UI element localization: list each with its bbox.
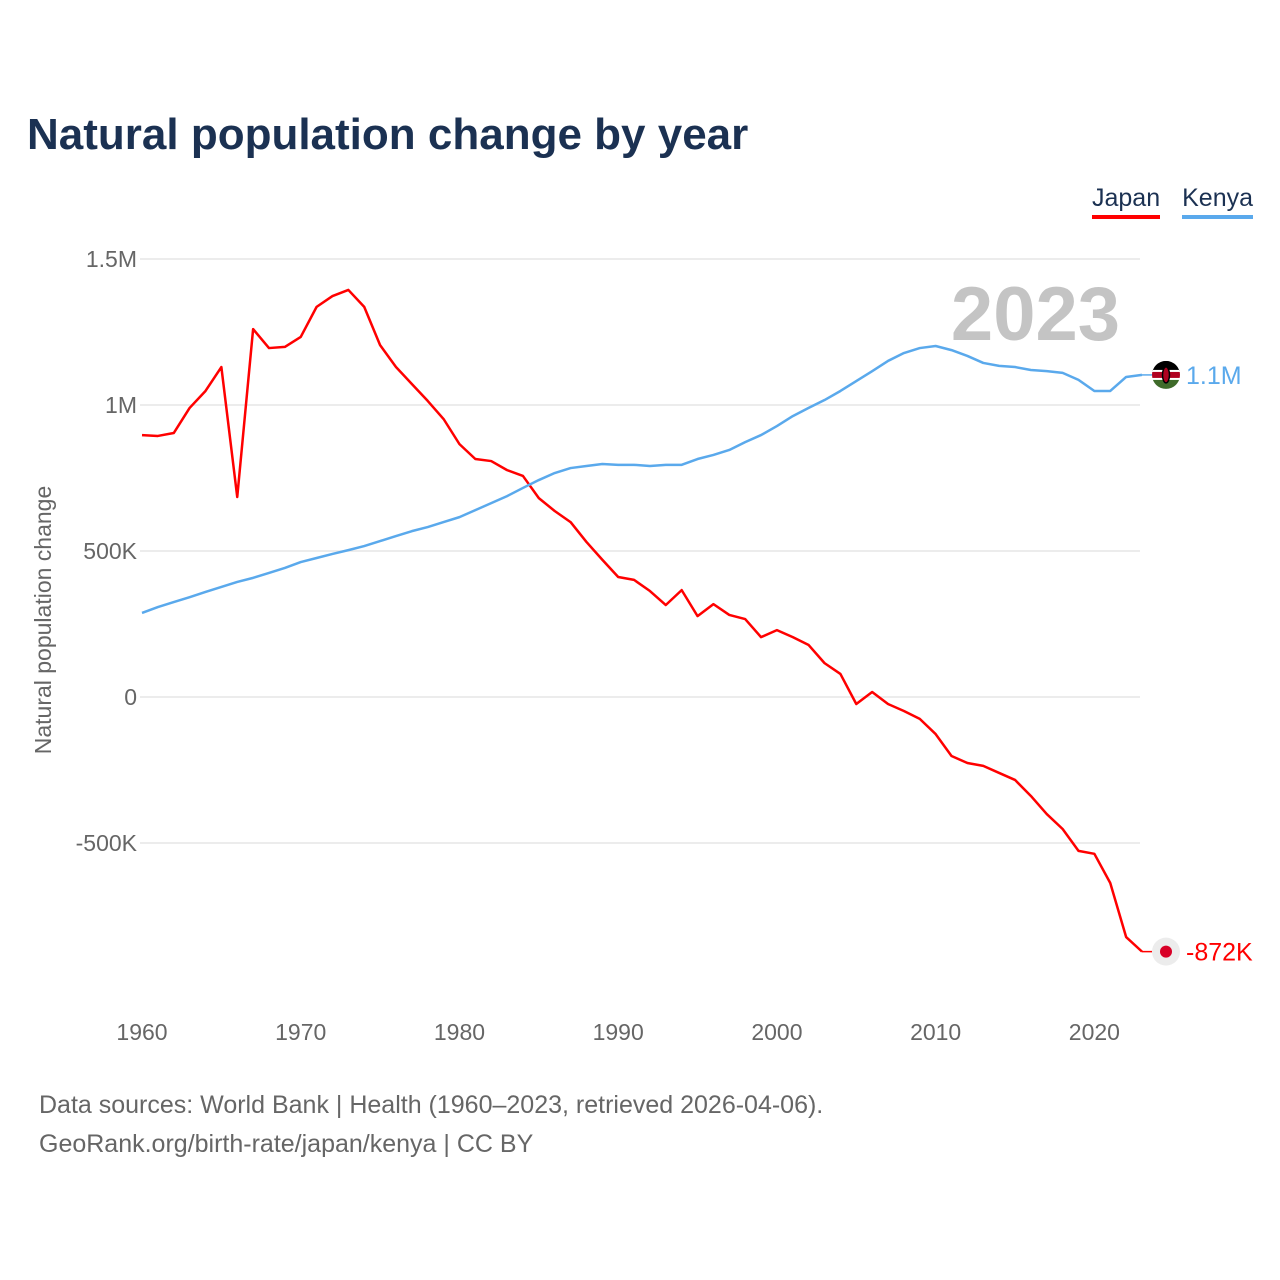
chart-title: Natural population change by year xyxy=(27,110,749,159)
x-tick-label: 2010 xyxy=(910,1019,961,1045)
x-tick-label: 2000 xyxy=(751,1019,802,1045)
line-chart: -500K 0 500K 1M 1.5M 1960 1970 1980 1990 2000 201… xyxy=(30,246,1253,1045)
legend-item-japan[interactable]: Japan xyxy=(1091,184,1161,219)
kenya-flag-icon xyxy=(1152,360,1180,389)
japan-flag-icon xyxy=(1152,937,1180,966)
series-line-kenya xyxy=(141,344,1143,615)
x-tick-label: 1990 xyxy=(593,1019,644,1045)
y-tick-label: 0 xyxy=(124,684,137,710)
end-value-label-kenya: 1.1M xyxy=(1186,362,1242,390)
legend-item-kenya[interactable]: Kenya xyxy=(1182,184,1253,219)
year-annotation: 2023 xyxy=(951,272,1120,357)
data-source-text: Data sources: World Bank | Health (1960–… xyxy=(39,1091,824,1119)
y-tick-label: 500K xyxy=(83,538,137,564)
y-tick-label: -500K xyxy=(76,830,138,856)
x-tick-label: 2020 xyxy=(1069,1019,1120,1045)
footer: Data sources: World Bank | Health (1960–… xyxy=(39,1086,823,1164)
x-tick-label: 1980 xyxy=(434,1019,485,1045)
y-axis-label: Natural population change xyxy=(30,486,56,755)
series-line-japan xyxy=(141,288,1143,953)
y-tick-label: 1M xyxy=(105,392,137,418)
y-tick-label: 1.5M xyxy=(86,246,137,272)
end-value-label-japan: -872K xyxy=(1186,939,1253,967)
x-tick-label: 1960 xyxy=(116,1019,167,1045)
legend: Japan Kenya xyxy=(1091,184,1253,219)
attribution-link[interactable]: GeoRank.org/birth-rate/japan/kenya | CC … xyxy=(39,1130,534,1158)
x-tick-label: 1970 xyxy=(275,1019,326,1045)
